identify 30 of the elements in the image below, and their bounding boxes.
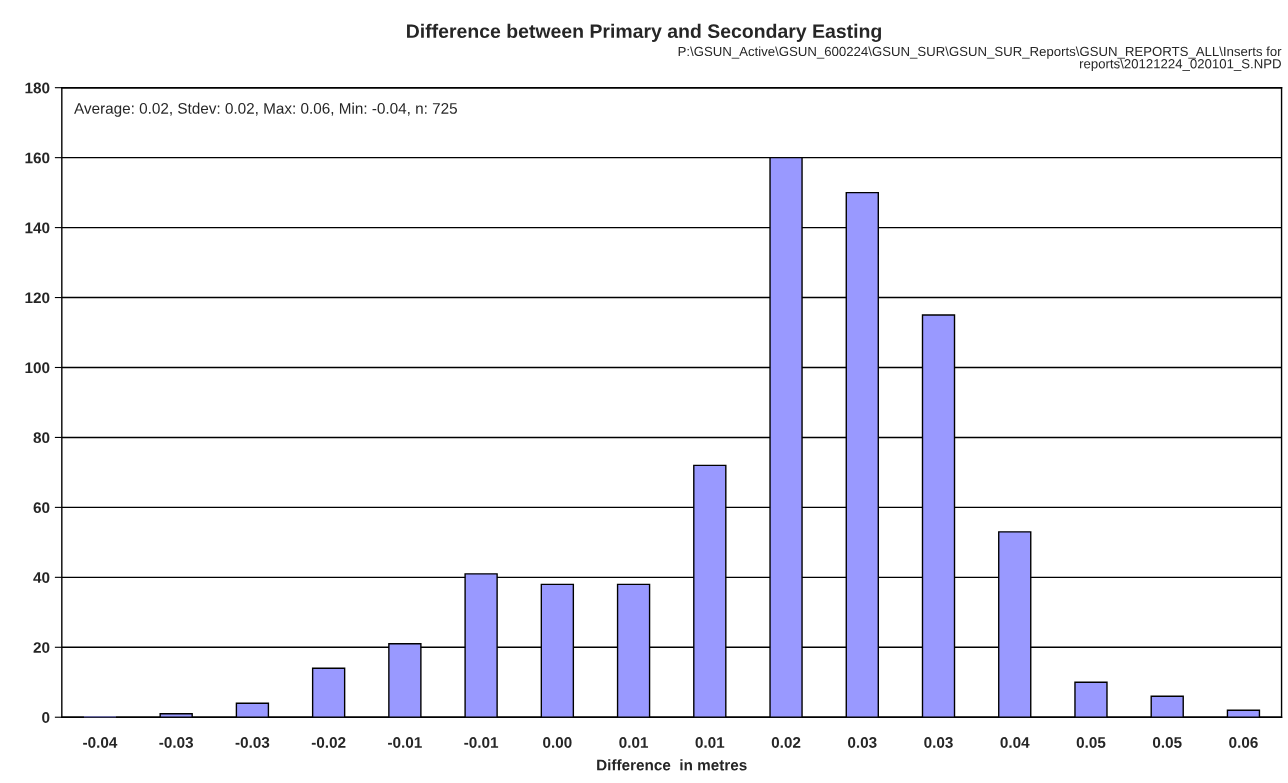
y-tick-label: 160 [25,152,50,164]
y-tick-label: 140 [25,222,50,234]
x-tick-label: 0.05 [1076,737,1106,748]
x-tick-label: 0.03 [848,737,877,748]
y-tick-label: 0 [42,712,50,723]
x-tick-label: -0.02 [311,737,346,748]
y-tick-label: 180 [25,82,50,94]
y-tick-label: 120 [25,292,50,304]
y-tick-label: 60 [33,502,50,514]
y-tick-label: 100 [25,362,50,374]
x-tick-label: -0.04 [83,737,118,748]
x-tick-label: 0.02 [771,737,801,748]
chart-title: Difference between Primary and Secondary Easting [407,23,881,42]
x-tick-label: -0.01 [464,737,499,748]
y-tick-label: 20 [33,642,50,653]
chart-subtitle: P:\GSUN_Active\GSUN_600224\GSUN_SUR\GSUN_SUR_Reports\GSUN_REPORTS_ALL\Inserts for reports\20121224_020101_S.NPD [678,46,1282,72]
x-tick-label: 0.04 [1000,737,1030,748]
x-tick-label: 0.03 [924,737,953,748]
x-tick-label: 0.00 [543,737,572,748]
x-tick-label: -0.03 [159,737,194,748]
x-tick-label: 0.01 [619,737,649,748]
y-tick-label: 80 [33,432,50,444]
x-tick-label: -0.01 [388,737,422,748]
annotation: Average: 0.02, Stdev: 0.02, Max: 0.06, Min: -0.04, n: 725 [74,102,457,117]
x-tick-label: 0.06 [1229,737,1258,748]
x-axis-title: Difference in metres [597,759,747,771]
x-tick-label: 0.01 [695,737,725,748]
x-tick-label: 0.05 [1152,737,1182,748]
y-tick-label: 40 [33,572,50,584]
x-tick-label: -0.03 [235,737,270,748]
